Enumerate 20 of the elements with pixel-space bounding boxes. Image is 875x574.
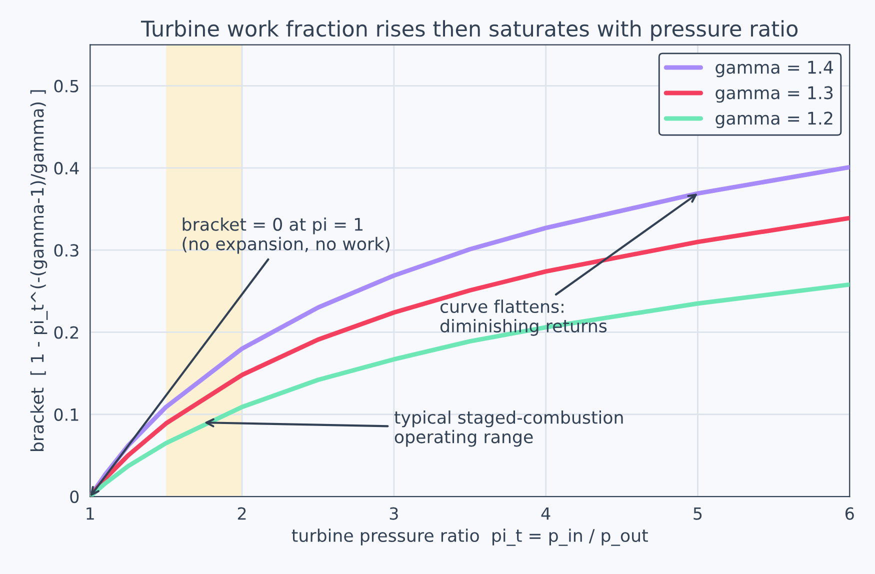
y-tick-label: 0.2	[54, 326, 78, 339]
legend-label: gamma = 1.4	[716, 60, 834, 78]
legend-label: gamma = 1.3	[716, 86, 833, 103]
y-axis-title: bracket [ 1 - pi_t^(-(gamma-1)/gamma) ]	[30, 90, 48, 451]
chart-title: Turbine work fraction rises then saturates with pressure ratio	[141, 20, 798, 41]
legend-label: gamma = 1.2	[716, 112, 832, 128]
x-tick-label: 1	[86, 507, 94, 520]
x-tick-label: 2	[238, 507, 246, 520]
y-tick-label: 0.3	[54, 244, 78, 257]
annotation: bracket = 0 at pi = 1 (no expansion, no work)	[182, 217, 390, 254]
y-tick-label: 0.5	[54, 80, 78, 92]
x-tick-label: 4	[541, 507, 550, 520]
x-axis-title: turbine pressure ratio pi_t = p_in / p_out	[292, 528, 648, 546]
x-tick-label: 6	[845, 507, 854, 520]
y-tick-label: 0	[70, 490, 79, 504]
x-tick-label: 5	[694, 507, 702, 520]
annotation: typical staged-combustion operating range	[394, 410, 623, 447]
x-tick-label: 3	[390, 507, 398, 520]
y-tick-label: 0.1	[54, 408, 78, 421]
y-tick-label: 0.4	[54, 162, 79, 175]
